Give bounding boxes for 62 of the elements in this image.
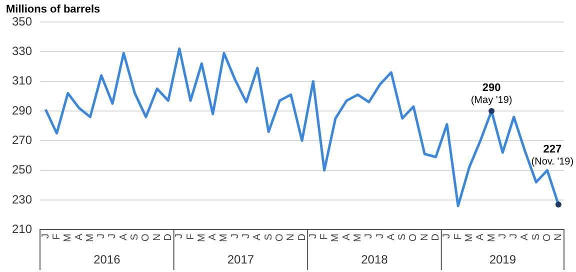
- y-tick-label: 330: [12, 44, 32, 58]
- x-tick-label: M: [486, 234, 498, 242]
- x-tick-label: J: [40, 234, 52, 239]
- x-tick-label: J: [107, 234, 118, 239]
- x-tick-label: M: [84, 234, 96, 242]
- x-tick-label: O: [408, 233, 420, 242]
- x-tick-label: A: [341, 233, 352, 240]
- x-tick-label: M: [62, 234, 74, 242]
- x-tick-label: J: [96, 234, 108, 239]
- x-tick-label: J: [174, 234, 186, 239]
- x-tick-label: F: [51, 234, 62, 240]
- y-axis-title: Millions of barrels: [6, 4, 100, 16]
- x-tick-label: M: [196, 234, 208, 242]
- x-tick-label: M: [352, 234, 364, 242]
- x-tick-label: D: [430, 234, 442, 241]
- x-tick-label: A: [252, 233, 264, 240]
- x-tick-label: S: [130, 233, 141, 240]
- x-tick-label: M: [330, 234, 342, 242]
- x-tick-label: J: [442, 234, 453, 239]
- x-tick-label: F: [319, 234, 330, 240]
- x-tick-label: O: [542, 233, 554, 242]
- text: 2018: [361, 252, 388, 266]
- x-tick-label: A: [118, 233, 130, 240]
- x-tick-label: S: [530, 233, 542, 240]
- x-tick-label: A: [74, 233, 85, 240]
- x-tick-label: A: [475, 233, 486, 240]
- x-tick-label: N: [286, 234, 297, 241]
- x-tick-label: J: [508, 234, 520, 239]
- y-tick-label: 250: [12, 162, 32, 177]
- x-tick-label: O: [140, 233, 152, 242]
- y-tick-label: 310: [12, 74, 32, 88]
- y-tick-label: 230: [12, 192, 32, 206]
- x-tick-label: J: [497, 234, 508, 239]
- annotation: 227 (Nov. '19): [531, 143, 574, 168]
- y-tick-label: 290: [12, 103, 32, 118]
- text: 2017: [227, 252, 254, 266]
- y-tick-label: 350: [12, 14, 32, 28]
- x-tick-label: J: [241, 234, 252, 239]
- text: 2016: [94, 252, 121, 266]
- x-tick-label: F: [185, 234, 196, 240]
- x-tick-label: S: [263, 233, 274, 240]
- x-tick-label: F: [452, 234, 464, 240]
- x-tick-label: D: [296, 234, 308, 241]
- x-tick-label: M: [218, 234, 230, 242]
- x-tick-label: J: [308, 234, 319, 239]
- x-tick-label: J: [364, 234, 375, 239]
- y-tick-label: 210: [12, 222, 32, 236]
- x-tick-label: N: [152, 234, 163, 241]
- x-tick-label: A: [208, 233, 219, 240]
- y-tick-label: 270: [12, 132, 32, 147]
- x-tick-label: A: [386, 233, 397, 240]
- x-tick-label: M: [464, 234, 475, 242]
- x-tick-label: N: [419, 234, 430, 241]
- x-tick-label: J: [230, 234, 241, 239]
- x-tick-label: O: [274, 233, 286, 242]
- text: 2019: [489, 252, 516, 266]
- annotation: 290 (May '19): [470, 82, 512, 106]
- x-tick-label: N: [553, 234, 564, 241]
- x-tick-label: D: [162, 234, 174, 241]
- x-tick-label: A: [520, 233, 531, 240]
- x-tick-label: J: [374, 234, 386, 239]
- x-tick-label: S: [397, 233, 408, 240]
